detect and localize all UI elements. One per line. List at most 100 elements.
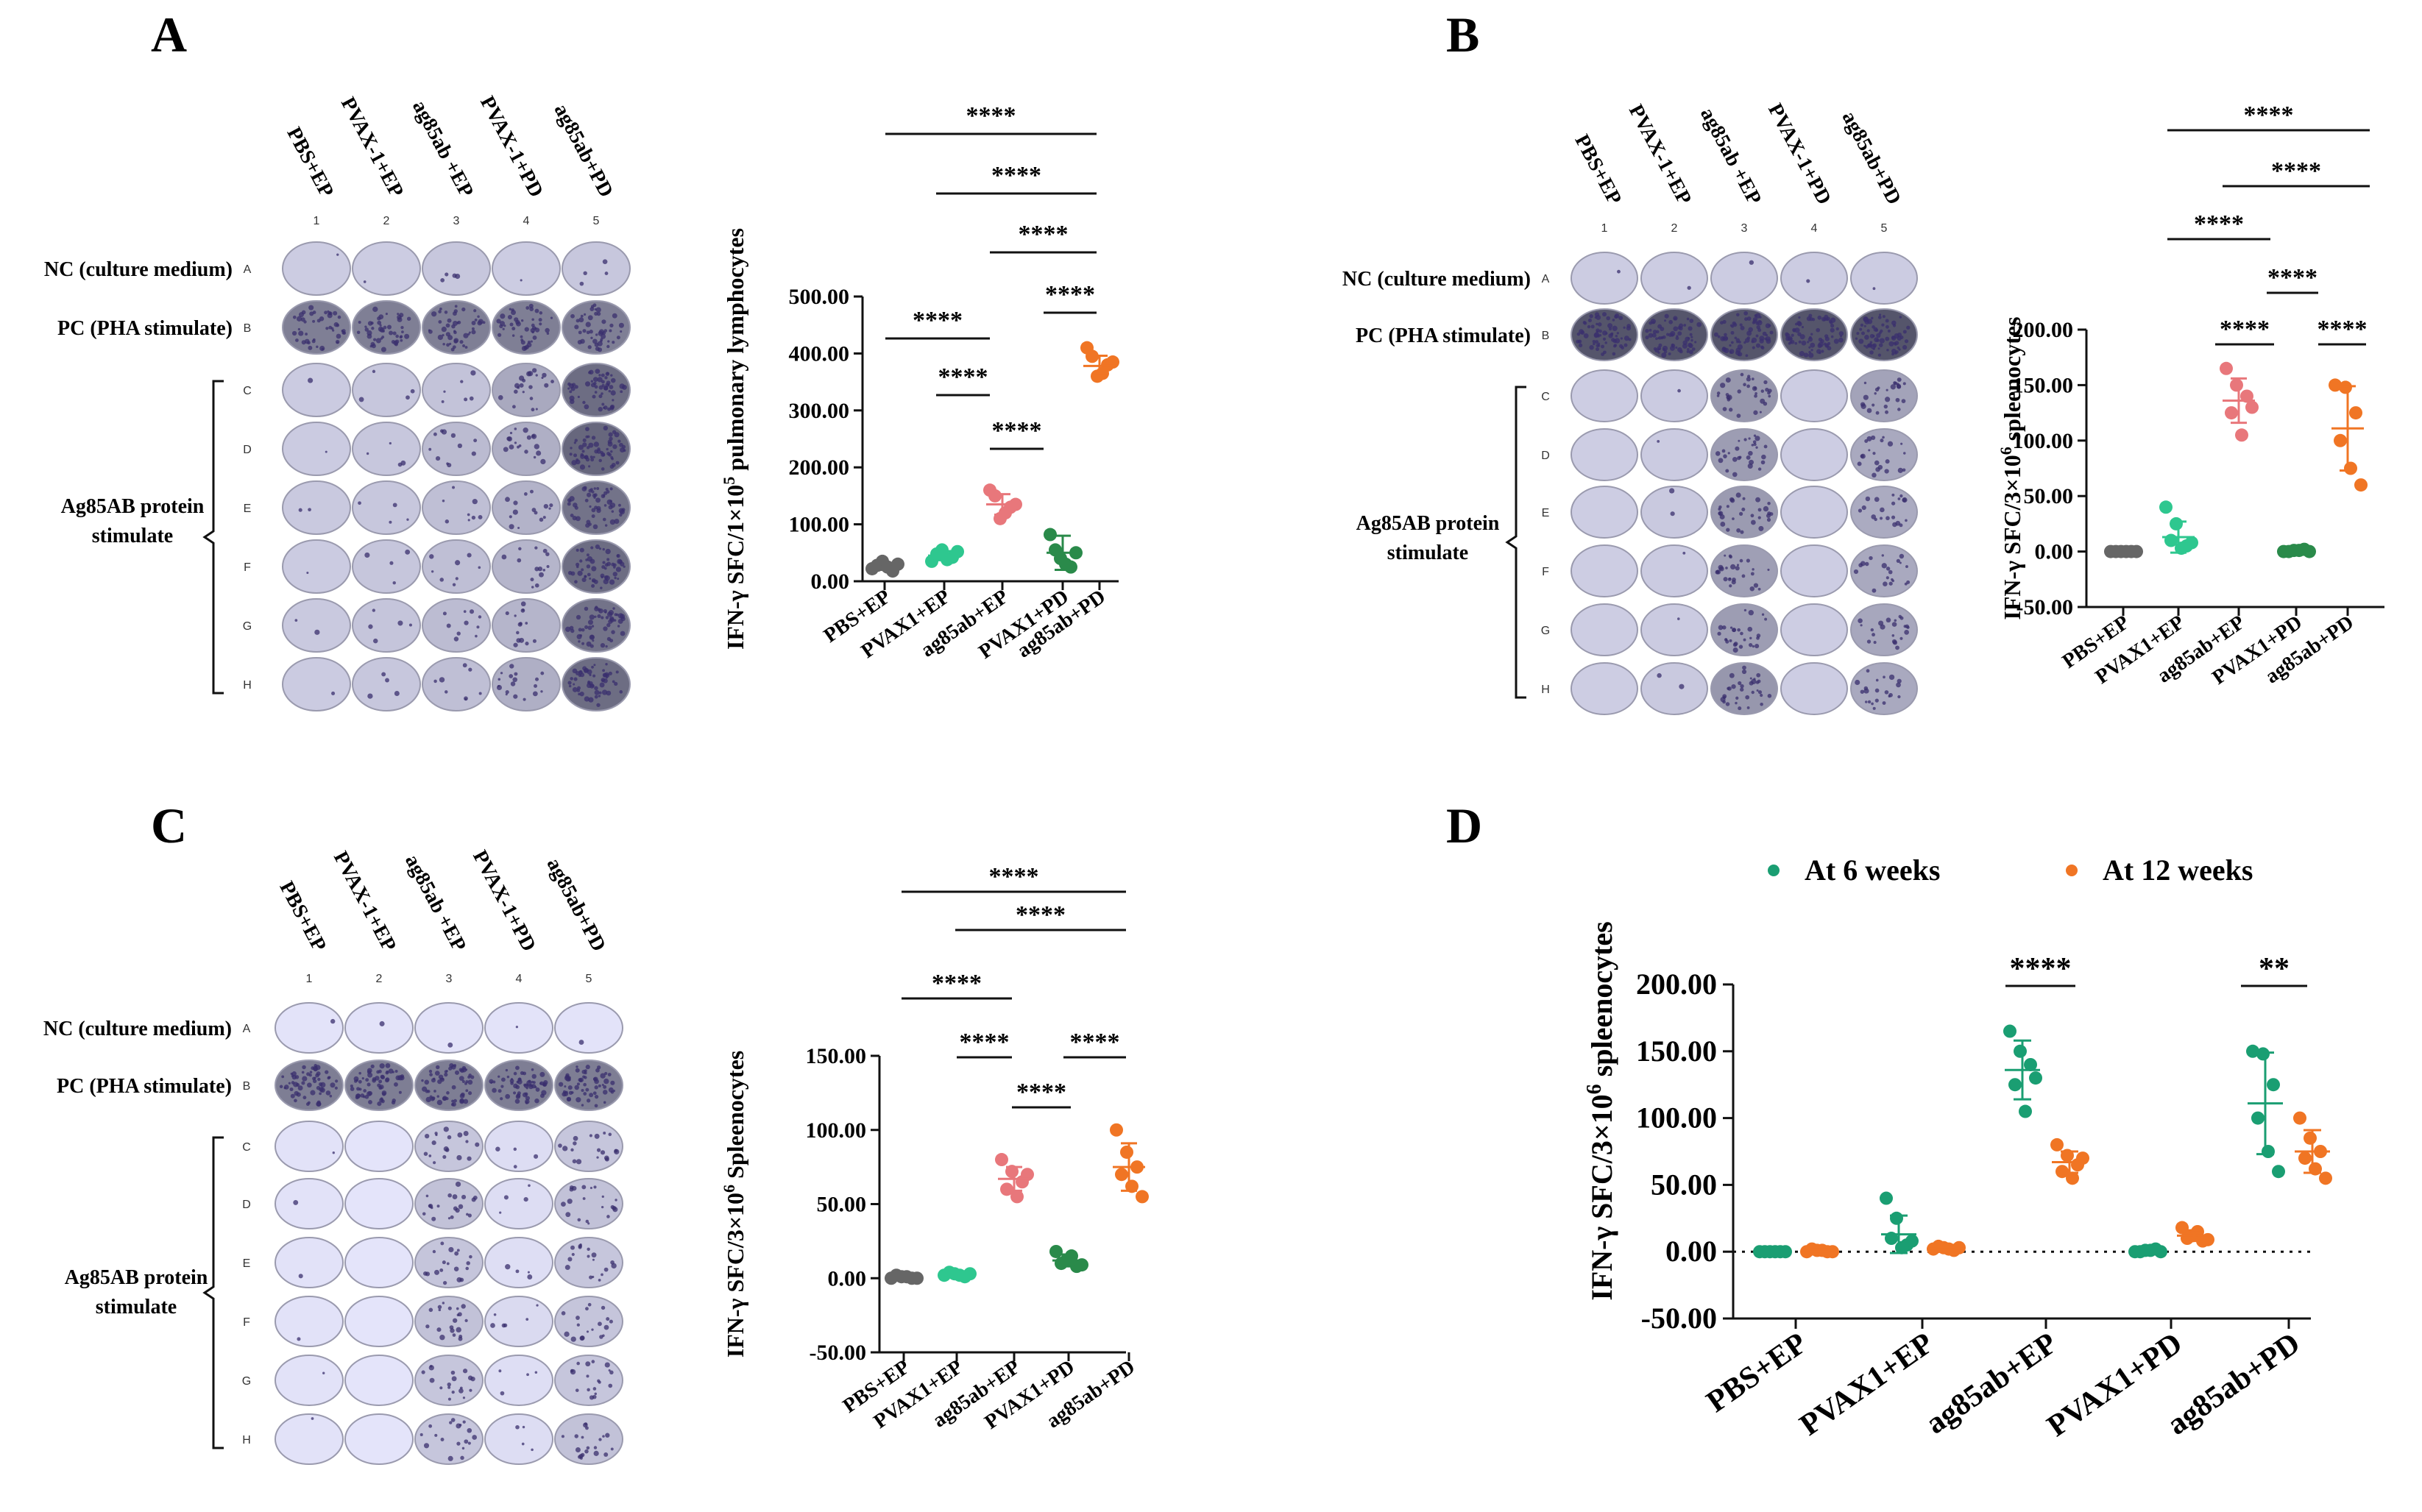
well-spot [601, 1273, 603, 1277]
well-spot [591, 566, 597, 572]
well-spot [1868, 449, 1871, 452]
plate-row-letter: C [1541, 391, 1550, 403]
well-spot [311, 1417, 314, 1420]
well-spot [1830, 317, 1836, 323]
well-spot [615, 1199, 617, 1202]
well [562, 241, 631, 296]
well-spot [1683, 324, 1687, 327]
well-spot [456, 631, 461, 636]
well-spot [476, 625, 480, 629]
well [484, 1413, 553, 1465]
well-spot [1752, 645, 1755, 648]
well-spot [587, 620, 593, 625]
well-spot [378, 1085, 383, 1090]
well-spot [591, 514, 595, 518]
well-spot [581, 568, 584, 572]
well-spot [592, 377, 598, 382]
well-spot [454, 1251, 459, 1256]
y-label-tail: spleenocytes [1999, 316, 2025, 447]
well-spot [549, 503, 553, 508]
well-spot [1689, 319, 1694, 323]
well-spot [1612, 325, 1618, 331]
well-spot [436, 1204, 440, 1208]
well-spot [592, 1091, 597, 1096]
well-spot [587, 492, 592, 497]
well-spot [1612, 319, 1615, 322]
well-spot [1789, 341, 1793, 344]
well-spot [602, 259, 608, 265]
well-spot [367, 1090, 373, 1096]
well-spot [600, 573, 605, 578]
well-spot [612, 313, 617, 319]
well-spot [391, 340, 396, 344]
well-spot [452, 321, 458, 327]
well-spot [531, 318, 534, 321]
well-spot [1722, 407, 1727, 411]
well-spot [620, 330, 623, 333]
well-spot [594, 308, 597, 311]
y-tick-label: 150.00 [1636, 1034, 1717, 1068]
well-spot [438, 310, 442, 313]
significance-label: **** [932, 970, 982, 997]
significance-label: **** [2244, 102, 2294, 129]
well-spot [1597, 322, 1602, 327]
well-spot [505, 689, 509, 695]
well-spot [526, 435, 531, 440]
well-spot [452, 1333, 456, 1337]
plate-row-letter: H [243, 679, 252, 692]
y-tick-label: 100.00 [806, 1118, 867, 1143]
well-spot [1884, 469, 1889, 474]
well-spot [514, 389, 518, 394]
plate-row-letter: C [243, 385, 252, 397]
well-spot [514, 383, 520, 388]
well-spot [324, 310, 328, 315]
well-spot [1855, 679, 1860, 686]
well-spot [1725, 567, 1728, 569]
well-spot [534, 327, 540, 333]
well-spot [1718, 505, 1722, 509]
well-spot [408, 623, 412, 627]
x-tick-label: ag85ab+EP [1920, 1327, 2064, 1441]
well-spot [594, 505, 598, 510]
well-spot [1649, 328, 1652, 332]
well-spot [587, 625, 592, 631]
well-spot [1755, 343, 1761, 348]
well-spot [1888, 569, 1893, 575]
well [1780, 252, 1848, 305]
well [282, 657, 351, 711]
well-spot [1838, 337, 1844, 343]
well-spot [567, 681, 572, 685]
well-spot [525, 1098, 530, 1104]
well-spot [515, 1269, 520, 1274]
well-spot [609, 500, 612, 503]
plate-column-label: ag85ab +EP [400, 851, 470, 955]
row-label-ag-line1: Ag85AB protein [61, 495, 205, 518]
well-spot [589, 1395, 595, 1400]
well-spot [580, 314, 584, 318]
significance-label: **** [989, 863, 1039, 890]
well-spot [330, 1082, 336, 1088]
row-label-ag-line2: stimulate [96, 1296, 177, 1318]
well-spot [1883, 581, 1888, 586]
well-spot [1872, 472, 1877, 478]
well-spot [1876, 338, 1880, 342]
well-spot [509, 664, 514, 669]
well-spot [573, 1135, 578, 1141]
well-spot [308, 345, 313, 350]
well-spot [1741, 574, 1746, 578]
plate-row-letter: D [242, 1199, 251, 1211]
well-spot [429, 1073, 433, 1076]
well [554, 1237, 623, 1288]
well-spot [425, 1271, 431, 1277]
well-spot [567, 1097, 571, 1102]
well-spot [1740, 631, 1743, 636]
well-spot [327, 1076, 331, 1079]
y-tick-label: 200.00 [2013, 318, 2074, 342]
well-spot [545, 327, 550, 333]
well-spot [1885, 617, 1891, 623]
well-spot [428, 1154, 432, 1157]
panel-letter-b: B [1446, 7, 1479, 63]
data-point [2170, 517, 2183, 530]
well-spot [1874, 328, 1879, 332]
